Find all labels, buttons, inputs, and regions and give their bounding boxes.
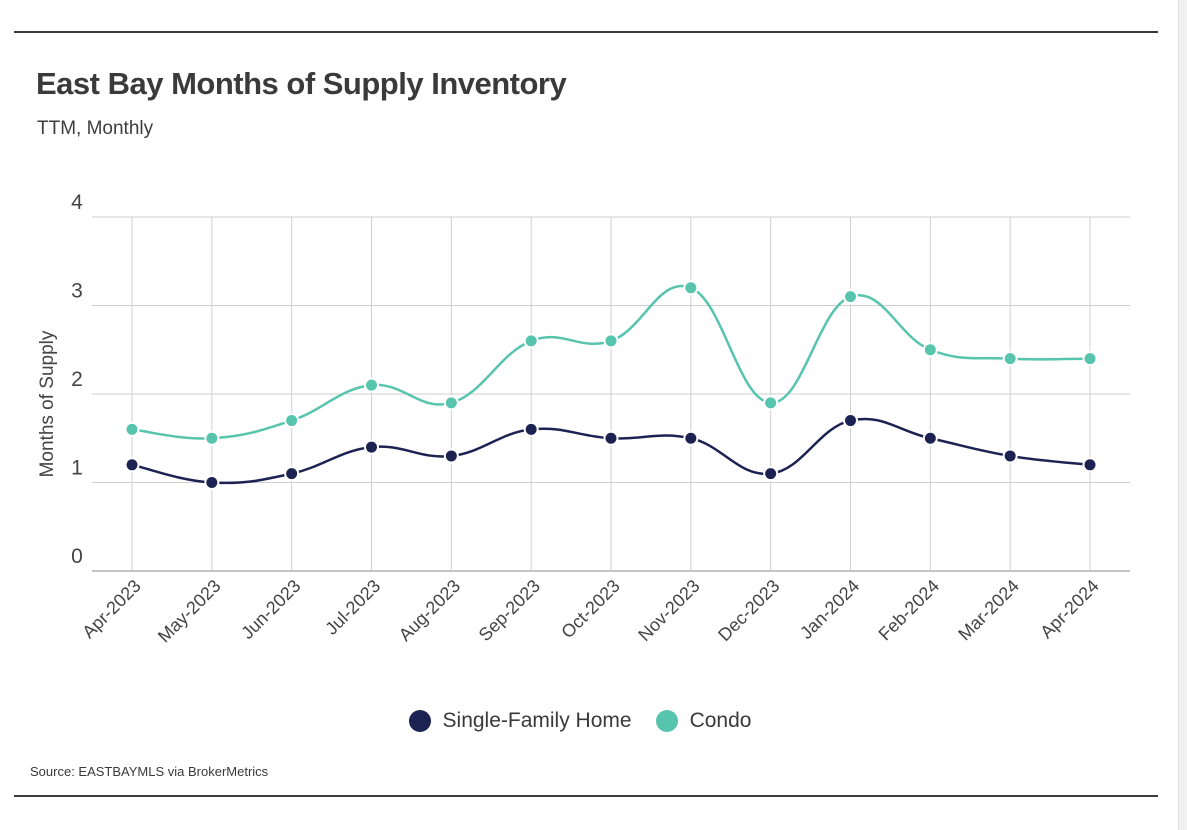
y-axis-label: Months of Supply (37, 330, 58, 477)
legend-label-single-family: Single-Family Home (442, 709, 632, 732)
x-tick-label: Feb-2024 (875, 576, 944, 645)
chart-subtitle: TTM, Monthly (37, 118, 154, 139)
x-tick-label: Jun-2023 (237, 576, 304, 643)
x-tick-label: Dec-2023 (714, 576, 783, 645)
data-point-condo[interactable] (1082, 351, 1098, 367)
data-point-single-family-home[interactable] (364, 439, 379, 455)
data-point-condo[interactable] (843, 289, 858, 305)
x-tick-label: Apr-2023 (78, 576, 145, 643)
series-layer (124, 280, 1098, 490)
y-tick-label: 2 (71, 368, 83, 391)
x-tick-label: Jul-2023 (321, 576, 384, 639)
x-tick-label: Sep-2023 (475, 576, 544, 645)
y-tick-label: 1 (71, 457, 83, 480)
legend-item-condo[interactable]: Condo (655, 709, 752, 733)
y-tick-label: 4 (71, 191, 83, 214)
data-point-condo[interactable] (603, 333, 619, 349)
data-point-condo[interactable] (284, 413, 300, 429)
x-tick-label: Nov-2023 (634, 576, 703, 645)
data-point-single-family-home[interactable] (523, 421, 539, 437)
y-tick-label: 0 (71, 545, 83, 568)
grid (92, 216, 1130, 572)
top-rule (14, 31, 1158, 33)
x-tick-label: Oct-2023 (557, 576, 624, 643)
x-tick-label: Apr-2024 (1036, 576, 1103, 643)
data-point-condo[interactable] (364, 377, 379, 393)
condo-swatch-icon (655, 710, 678, 732)
data-point-condo[interactable] (922, 342, 938, 358)
data-point-single-family-home[interactable] (603, 430, 619, 446)
y-axis-ticks: 0 1 2 3 4 (71, 191, 83, 568)
x-tick-label: Aug-2023 (395, 576, 464, 645)
single-family-swatch-icon (408, 710, 431, 732)
data-point-condo[interactable] (124, 421, 140, 437)
x-axis-ticks: Apr-2023 May-2023 Jun-2023 Jul-2023 Aug-2023… (78, 576, 1103, 647)
data-point-single-family-home[interactable] (1082, 457, 1098, 473)
bottom-rule (14, 795, 1158, 797)
x-tick-label: Jan-2024 (796, 576, 863, 643)
data-point-single-family-home[interactable] (763, 466, 779, 482)
data-point-condo[interactable] (763, 395, 779, 411)
x-tick-label: May-2023 (154, 576, 225, 647)
data-point-single-family-home[interactable] (284, 466, 300, 482)
data-point-single-family-home[interactable] (683, 430, 699, 446)
data-point-single-family-home[interactable] (443, 448, 459, 464)
x-tick-label: Mar-2024 (954, 576, 1023, 645)
data-point-condo[interactable] (204, 430, 220, 446)
data-point-single-family-home[interactable] (204, 475, 220, 490)
data-point-single-family-home[interactable] (124, 457, 140, 473)
data-point-single-family-home[interactable] (843, 413, 858, 429)
data-point-single-family-home[interactable] (1002, 448, 1018, 464)
data-point-condo[interactable] (683, 280, 699, 296)
legend-label-condo: Condo (689, 709, 752, 732)
data-point-condo[interactable] (523, 333, 539, 349)
data-point-condo[interactable] (443, 395, 459, 411)
window-edge (1178, 0, 1187, 830)
source-note: Source: EASTBAYMLS via BrokerMetrics (30, 764, 269, 779)
chart-title: East Bay Months of Supply Inventory (36, 66, 567, 101)
legend: Single-Family Home Condo (0, 709, 1160, 733)
data-point-single-family-home[interactable] (922, 430, 938, 446)
data-point-condo[interactable] (1002, 351, 1018, 367)
y-tick-label: 3 (71, 280, 83, 303)
legend-item-single-family[interactable]: Single-Family Home (408, 709, 632, 733)
